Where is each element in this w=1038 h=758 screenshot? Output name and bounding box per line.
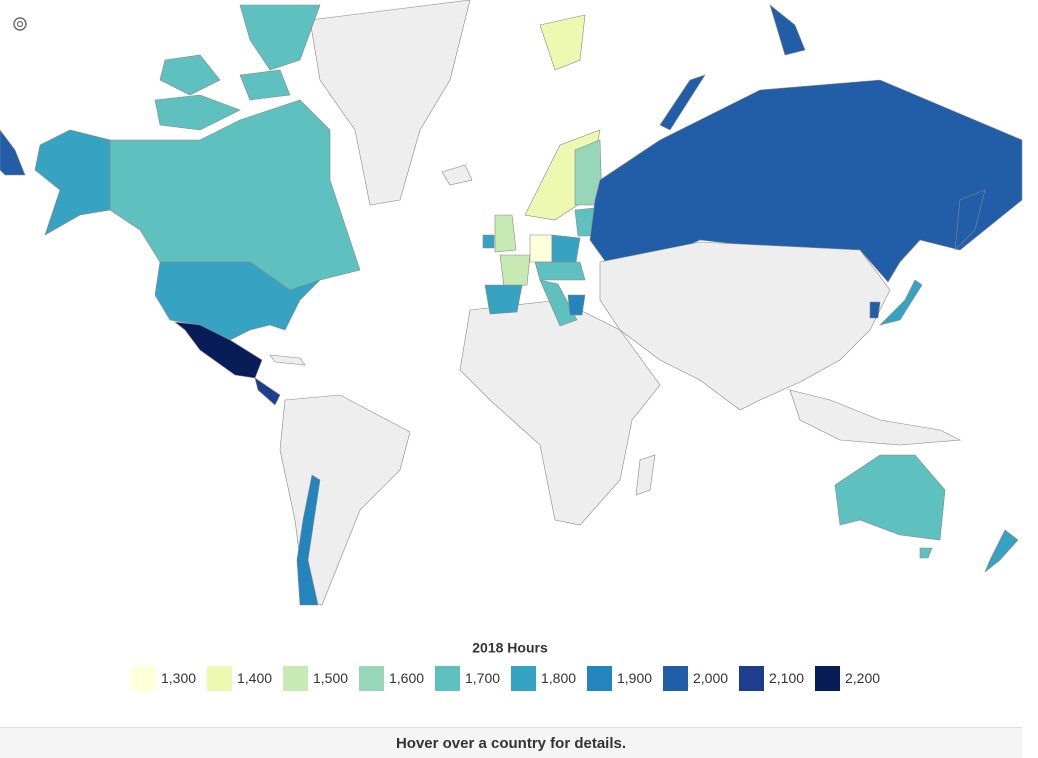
legend-swatch — [359, 666, 384, 691]
world-map: 2018 Hours 1,300 1,400 1,500 1,600 1,700 1,80… — [0, 0, 1023, 691]
new-zealand[interactable] — [984, 529, 1019, 573]
footer: Hover over a country for details. — [0, 727, 1022, 758]
legend-label: 1,400 — [237, 670, 272, 686]
legend-swatch — [815, 666, 840, 691]
arctic-islands[interactable] — [159, 54, 221, 96]
legend-label: 1,700 — [465, 670, 500, 686]
legend-swatch — [283, 666, 308, 691]
usa[interactable] — [154, 261, 321, 341]
legend-label: 1,900 — [617, 670, 652, 686]
severnaya-zemlya[interactable] — [769, 4, 806, 56]
costa-rica[interactable] — [254, 377, 281, 406]
settings-icon[interactable] — [13, 17, 27, 31]
japan[interactable] — [879, 279, 923, 326]
chile[interactable] — [296, 474, 321, 606]
poland[interactable] — [551, 234, 581, 263]
novaya-zemlya[interactable] — [659, 74, 706, 131]
spain[interactable] — [484, 284, 523, 315]
germany[interactable] — [529, 234, 553, 263]
australia[interactable] — [834, 454, 946, 541]
legend-swatch — [435, 666, 460, 691]
countries — [0, 0, 1023, 606]
legend-title: 2018 Hours — [472, 640, 548, 656]
legend-swatch — [663, 666, 688, 691]
central-europe[interactable] — [534, 261, 586, 281]
italy[interactable] — [539, 279, 578, 327]
madagascar[interactable] — [635, 454, 656, 496]
legend-label: 1,600 — [389, 670, 424, 686]
greece[interactable] — [567, 294, 586, 316]
uk[interactable] — [494, 214, 517, 253]
legend-label: 1,800 — [541, 670, 576, 686]
legend-swatch — [207, 666, 232, 691]
legend-label: 2,100 — [769, 670, 804, 686]
legend-swatch — [131, 666, 156, 691]
legend-label: 2,200 — [845, 670, 880, 686]
asia[interactable] — [599, 241, 891, 411]
alaska[interactable] — [34, 129, 111, 236]
kamchatka[interactable] — [954, 189, 986, 251]
legend-swatch — [511, 666, 536, 691]
canada[interactable] — [109, 99, 361, 291]
arctic-islands[interactable] — [154, 94, 241, 131]
legend-swatch — [587, 666, 612, 691]
southeast-asia[interactable] — [789, 389, 962, 446]
iceland[interactable] — [441, 164, 473, 186]
legend-label: 1,500 — [313, 670, 348, 686]
ireland[interactable] — [482, 234, 495, 249]
arctic-islands[interactable] — [239, 4, 321, 71]
legend-label: 1,300 — [161, 670, 196, 686]
france[interactable] — [499, 254, 531, 288]
south-korea[interactable] — [869, 301, 881, 319]
africa[interactable] — [459, 299, 661, 526]
legend: 1,300 1,400 1,500 1,600 1,700 1,800 1,900 2,000… — [131, 666, 880, 691]
chukotka[interactable] — [0, 129, 26, 176]
svalbard[interactable] — [539, 14, 586, 71]
caribbean[interactable] — [269, 354, 306, 366]
greenland[interactable] — [309, 0, 471, 206]
legend-label: 2,000 — [693, 670, 728, 686]
legend-swatch — [739, 666, 764, 691]
tasmania[interactable] — [919, 547, 933, 559]
south-america[interactable] — [279, 394, 411, 606]
arctic-islands[interactable] — [239, 69, 291, 101]
